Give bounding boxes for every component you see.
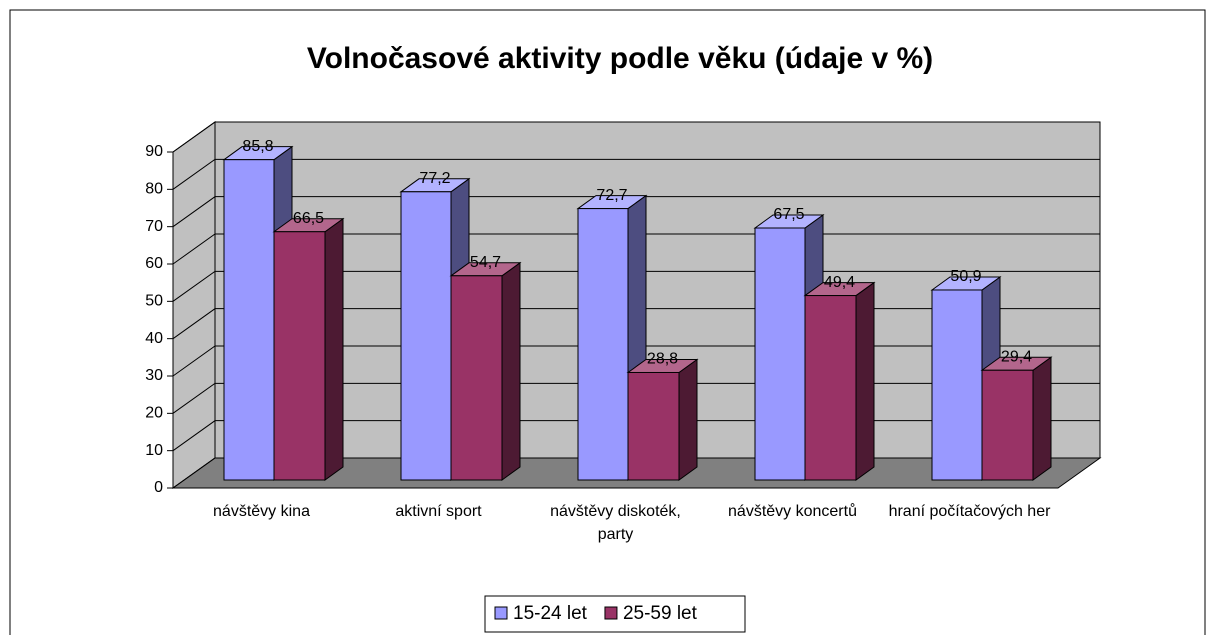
value-label: 49,4	[824, 274, 855, 291]
bar	[400, 191, 452, 481]
bar	[931, 289, 983, 481]
x-tick-label-box: návštěvy diskoték, party	[550, 503, 681, 543]
grid-line	[172, 196, 1100, 228]
y-tick-label: 20	[145, 405, 163, 422]
bar	[754, 227, 806, 481]
bar-side	[1032, 356, 1052, 481]
bar	[273, 231, 326, 481]
x-tick-label-box: hraní počítačových her	[888, 503, 1051, 520]
y-tick-label: 10	[145, 442, 163, 459]
chart-title: Volnočasové aktivity podle věku (údaje v…	[307, 42, 933, 75]
y-tick-label: 40	[145, 330, 163, 347]
legend-swatch	[604, 606, 618, 620]
x-tick-label: aktivní sport	[395, 503, 482, 520]
grid-line	[172, 158, 1100, 190]
bar	[804, 295, 857, 481]
y-tick-label: 90	[145, 143, 163, 160]
y-tick-label: 60	[145, 255, 163, 272]
bar-side	[324, 217, 344, 481]
x-tick-label-box: aktivní sport	[395, 503, 482, 520]
value-label: 67,5	[773, 206, 804, 223]
value-label: 77,2	[419, 170, 450, 187]
x-tick-label-box: návštěvy koncertů	[728, 503, 857, 520]
bar-side	[678, 358, 698, 481]
bar-side	[855, 281, 875, 481]
bar	[627, 371, 680, 481]
value-label: 29,4	[1001, 348, 1032, 365]
value-label: 85,8	[242, 138, 273, 155]
legend-swatch	[494, 606, 508, 620]
y-tick-label: 70	[145, 218, 163, 235]
bar-side	[501, 261, 521, 481]
grid-line	[172, 121, 1100, 153]
bar	[223, 159, 275, 481]
y-tick-label: 50	[145, 293, 163, 310]
y-tick-label: 0	[154, 479, 163, 496]
y-tick-label: 30	[145, 367, 163, 384]
bar	[450, 275, 503, 481]
x-tick-label: návštěvy diskoték, party	[550, 503, 681, 543]
value-label: 50,9	[950, 268, 981, 285]
value-label: 66,5	[293, 210, 324, 227]
value-label: 54,7	[470, 254, 501, 271]
x-tick-label: hraní počítačových her	[888, 503, 1051, 520]
legend-label: 25-59 let	[623, 603, 698, 624]
side-wall	[172, 121, 216, 489]
value-label: 72,7	[596, 187, 627, 204]
value-label: 28,8	[647, 351, 678, 368]
x-tick-label: návštěvy koncertů	[728, 503, 857, 520]
bar	[577, 208, 629, 481]
x-tick-label: návštěvy kina	[213, 503, 310, 520]
bar	[981, 369, 1034, 481]
x-tick-label-box: návštěvy kina	[213, 503, 310, 520]
legend-label: 15-24 let	[513, 603, 588, 624]
y-tick-label: 80	[145, 181, 163, 198]
